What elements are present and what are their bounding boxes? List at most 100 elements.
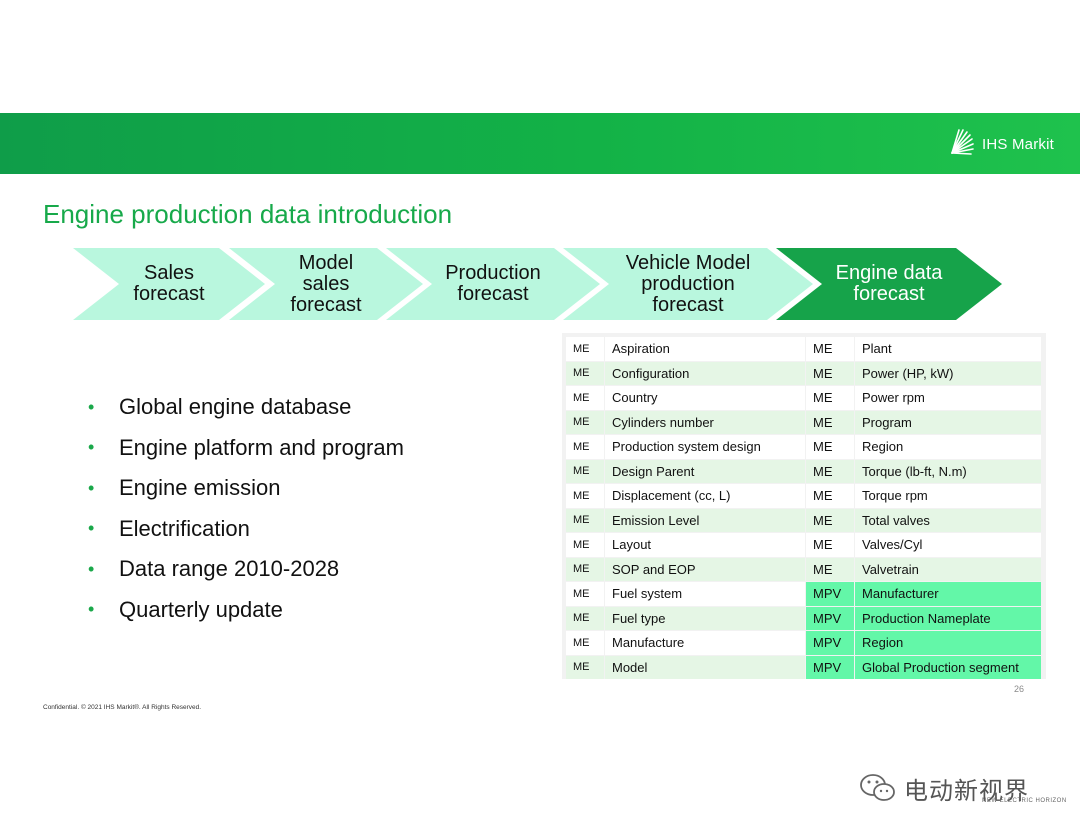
table-cell-attribute: Manufacture — [605, 631, 805, 655]
table-cell-code: ME — [566, 459, 604, 483]
table-cell-code: ME — [566, 361, 604, 385]
attribute-table: ME Aspiration ME Plant ME Configuration … — [565, 336, 1042, 680]
list-item: • Global engine database — [88, 387, 404, 428]
table-cell-attribute: Plant — [855, 337, 1041, 361]
table-cell-code: ME — [566, 508, 604, 532]
table-row: ME Aspiration ME Plant — [566, 337, 1041, 361]
table-cell-attribute: Global Production segment — [855, 655, 1041, 679]
footer-copyright: Confidential. © 2021 IHS Markit®. All Ri… — [43, 704, 202, 711]
watermark: 电动新视界 NEW ELECTRIC HORIZON — [858, 762, 1072, 814]
table-cell-attribute: Layout — [605, 533, 805, 557]
table-cell-attribute: Power (HP, kW) — [855, 361, 1041, 385]
process-step-label: Model sales forecast — [290, 251, 362, 316]
bullet-icon: • — [88, 477, 95, 498]
table-cell-attribute: Production Nameplate — [855, 606, 1041, 630]
table-row: ME Fuel type MPV Production Nameplate — [566, 606, 1041, 630]
bullet-icon: • — [88, 558, 95, 579]
page-number: 26 — [1014, 684, 1025, 694]
table-cell-attribute: Configuration — [605, 361, 805, 385]
table-cell-code: ME — [806, 508, 854, 532]
bullet-icon: • — [88, 437, 95, 458]
table-cell-code: ME — [806, 459, 854, 483]
list-item-text: Engine platform and program — [119, 434, 404, 460]
process-step-label: Sales forecast — [133, 262, 205, 305]
table-row: ME Model MPV Global Production segment — [566, 655, 1041, 679]
table-cell-code: ME — [566, 386, 604, 410]
table-row: ME Displacement (cc, L) ME Torque rpm — [566, 484, 1041, 508]
table-cell-code: MPV — [806, 631, 854, 655]
bullet-icon: • — [88, 396, 95, 417]
list-item: • Engine emission — [88, 468, 404, 509]
table-cell-attribute: Aspiration — [605, 337, 805, 361]
table-cell-attribute: Torque rpm — [855, 484, 1041, 508]
table-cell-attribute: Design Parent — [605, 459, 805, 483]
table-cell-code: ME — [806, 410, 854, 434]
table-cell-code: ME — [806, 361, 854, 385]
table-cell-code: MPV — [806, 606, 854, 630]
table-cell-attribute: Torque (lb-ft, N.m) — [855, 459, 1041, 483]
table-row: ME Emission Level ME Total valves — [566, 508, 1041, 532]
list-item: • Data range 2010-2028 — [88, 549, 404, 590]
table-cell-code: ME — [566, 606, 604, 630]
list-item-text: Data range 2010-2028 — [119, 556, 340, 582]
header-banner: IHS Markit — [0, 113, 1080, 174]
process-step-label: Engine data forecast — [835, 262, 943, 305]
table-cell-attribute: Power rpm — [855, 386, 1041, 410]
table-cell-attribute: Fuel type — [605, 606, 805, 630]
feature-list: • Global engine database • Engine platform… — [88, 387, 404, 630]
table-cell-code: ME — [566, 631, 604, 655]
table-cell-attribute: Total valves — [855, 508, 1041, 532]
table-row: ME Manufacture MPV Region — [566, 631, 1041, 655]
table-cell-attribute: Program — [855, 410, 1041, 434]
watermark-subtext: NEW ELECTRIC HORIZON — [982, 798, 1067, 804]
ihs-markit-logo: IHS Markit — [944, 127, 1054, 161]
table-cell-attribute: Valves/Cyl — [855, 533, 1041, 557]
list-item-text: Quarterly update — [119, 596, 283, 622]
table-cell-attribute: Country — [605, 386, 805, 410]
table-row: ME Layout ME Valves/Cyl — [566, 533, 1041, 557]
table-cell-attribute: Emission Level — [605, 508, 805, 532]
list-item-text: Electrification — [119, 515, 250, 541]
table-cell-code: ME — [806, 337, 854, 361]
table-cell-code: ME — [566, 557, 604, 581]
table-cell-attribute: Cylinders number — [605, 410, 805, 434]
table-cell-attribute: SOP and EOP — [605, 557, 805, 581]
watermark-text: 电动新视界 — [904, 777, 1029, 805]
table-cell-attribute: Displacement (cc, L) — [605, 484, 805, 508]
table-cell-attribute: Manufacturer — [855, 582, 1041, 606]
list-item: • Engine platform and program — [88, 428, 404, 469]
table-cell-code: ME — [566, 484, 604, 508]
process-step-vehicle-model-production-forecast: Vehicle Model production forecast — [563, 248, 813, 320]
logo-text: IHS Markit — [981, 135, 1054, 153]
table-cell-code: ME — [566, 533, 604, 557]
table-cell-code: ME — [806, 484, 854, 508]
table-row: ME Design Parent ME Torque (lb-ft, N.m) — [566, 459, 1041, 483]
table-row: ME Cylinders number ME Program — [566, 410, 1041, 434]
bullet-icon: • — [88, 599, 95, 620]
table-cell-code: ME — [566, 337, 604, 361]
table-cell-code: MPV — [806, 655, 854, 679]
table-cell-code: ME — [806, 386, 854, 410]
table-cell-attribute: Fuel system — [605, 582, 805, 606]
list-item-text: Engine emission — [119, 475, 281, 501]
process-step-label: Production forecast — [445, 262, 541, 305]
table-row: ME Fuel system MPV Manufacturer — [566, 582, 1041, 606]
wechat-icon — [860, 774, 895, 801]
list-item: • Quarterly update — [88, 590, 404, 631]
list-item-text: Global engine database — [119, 394, 352, 420]
table-row: ME Configuration ME Power (HP, kW) — [566, 361, 1041, 385]
table-cell-attribute: Production system design — [605, 435, 805, 459]
attribute-table-panel: ME Aspiration ME Plant ME Configuration … — [562, 333, 1046, 679]
table-cell-code: ME — [566, 655, 604, 679]
table-cell-attribute: Region — [855, 435, 1041, 459]
table-cell-code: MPV — [806, 582, 854, 606]
bullet-icon: • — [88, 518, 95, 539]
table-cell-attribute: Valvetrain — [855, 557, 1041, 581]
table-row: ME Country ME Power rpm — [566, 386, 1041, 410]
process-step-label: Vehicle Model production forecast — [625, 251, 751, 316]
table-cell-code: ME — [566, 435, 604, 459]
table-cell-code: ME — [806, 435, 854, 459]
process-step-model-sales-forecast: Model sales forecast — [229, 248, 423, 320]
table-cell-code: ME — [566, 582, 604, 606]
table-cell-attribute: Region — [855, 631, 1041, 655]
